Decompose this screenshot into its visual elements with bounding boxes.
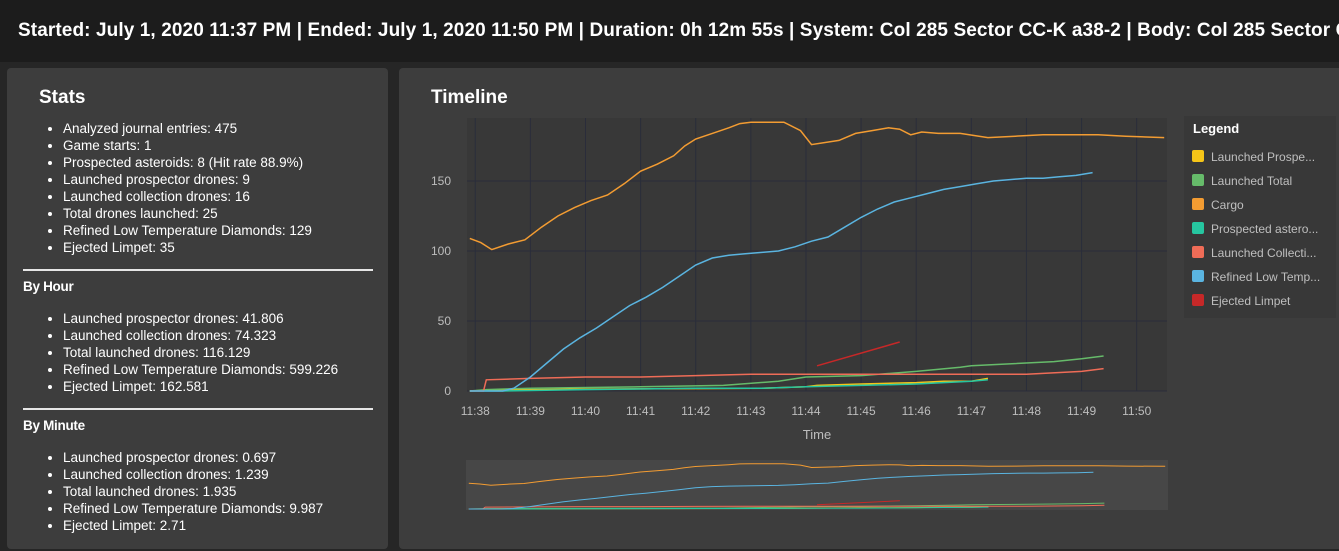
overview-series-line (468, 463, 1166, 486)
plot-area[interactable] (467, 118, 1167, 391)
by-hour-list: Launched prospector drones: 41.806 Launc… (45, 310, 338, 395)
by-hour-heading: By Hour (23, 279, 74, 294)
session-header-bar: Started: July 1, 2020 11:37 PM | Ended: … (0, 0, 1339, 62)
section-divider (23, 408, 373, 410)
by-minute-list: Launched prospector drones: 0.697 Launch… (45, 449, 323, 534)
legend-label[interactable]: Launched Collecti... (1211, 246, 1316, 260)
y-tick-label: 150 (431, 174, 451, 188)
series-lines (469, 121, 1165, 392)
stat-item: Launched prospector drones: 9 (63, 171, 312, 188)
legend-items[interactable]: Launched Prospe... Launched Total Cargo Pro… (1192, 150, 1320, 308)
x-tick-label: 11:38 (461, 404, 490, 418)
overview-series-line (468, 506, 989, 510)
x-tick-label: 11:42 (681, 404, 710, 418)
stat-item: Analyzed journal entries: 475 (63, 120, 312, 137)
overview-series-line (816, 500, 900, 506)
x-tick-label: 11:48 (1012, 404, 1041, 418)
x-tick-label: 11:40 (571, 404, 600, 418)
y-tick-label: 50 (438, 314, 452, 328)
legend-swatch[interactable] (1192, 222, 1204, 234)
legend-swatch[interactable] (1192, 174, 1204, 186)
legend-title: Legend (1193, 121, 1239, 136)
overview-lines (468, 463, 1166, 510)
legend-swatch[interactable] (1192, 246, 1204, 258)
stat-item: Launched prospector drones: 41.806 (63, 310, 338, 327)
section-divider (23, 269, 373, 271)
stat-item: Game starts: 1 (63, 137, 312, 154)
stat-item: Total launched drones: 1.935 (63, 483, 323, 500)
legend-swatch[interactable] (1192, 198, 1204, 210)
stat-item: Total drones launched: 25 (63, 205, 312, 222)
stats-title: Stats (39, 87, 86, 108)
timeline-title: Timeline (431, 87, 508, 108)
y-tick-label: 100 (431, 244, 451, 258)
stat-item: Launched collection drones: 1.239 (63, 466, 323, 483)
stat-item: Refined Low Temperature Diamonds: 129 (63, 222, 312, 239)
x-tick-label: 11:49 (1067, 404, 1096, 418)
x-axis-label: Time (803, 427, 831, 442)
stats-list: Analyzed journal entries: 475 Game start… (45, 120, 312, 256)
session-summary-text: Started: July 1, 2020 11:37 PM | Ended: … (18, 20, 1339, 41)
legend-swatch[interactable] (1192, 270, 1204, 282)
range-brush[interactable] (466, 460, 1168, 510)
stat-item: Launched collection drones: 16 (63, 188, 312, 205)
stat-item: Total launched drones: 116.129 (63, 344, 338, 361)
overview-series-line (468, 504, 1105, 510)
series-line (469, 171, 1093, 392)
legend-label[interactable]: Prospected astero... (1211, 222, 1318, 236)
x-tick-label: 11:47 (957, 404, 986, 418)
x-axis-ticks: 11:38 11:39 11:40 11:41 11:42 11:43 11:44 11:45… (461, 404, 1152, 418)
stat-item: Launched collection drones: 74.323 (63, 327, 338, 344)
legend-box (1184, 116, 1336, 318)
stat-item: Ejected Limpet: 35 (63, 239, 312, 256)
x-tick-label: 11:43 (736, 404, 765, 418)
series-line (469, 121, 1165, 251)
x-tick-label: 11:44 (791, 404, 820, 418)
series-line (469, 379, 988, 392)
stat-item: Ejected Limpet: 2.71 (63, 517, 323, 534)
x-tick-label: 11:45 (847, 404, 876, 418)
stat-item: Launched prospector drones: 0.697 (63, 449, 323, 466)
series-line (469, 367, 1104, 392)
legend-swatch[interactable] (1192, 150, 1204, 162)
stat-item: Ejected Limpet: 162.581 (63, 378, 338, 395)
stat-item: Prospected asteroids: 8 (Hit rate 88.9%) (63, 154, 312, 171)
overview-series-line (468, 471, 1094, 510)
stat-item: Refined Low Temperature Diamonds: 9.987 (63, 500, 323, 517)
legend-swatch[interactable] (1192, 294, 1204, 306)
y-tick-label: 0 (444, 384, 451, 398)
legend-label[interactable]: Cargo (1211, 198, 1244, 212)
x-tick-label: 11:39 (516, 404, 545, 418)
x-tick-label: 11:46 (902, 404, 931, 418)
legend-label[interactable]: Refined Low Temp... (1211, 270, 1320, 284)
y-axis-ticks: 0 50 100 150 (431, 174, 451, 398)
x-tick-label: 11:41 (626, 404, 655, 418)
series-line (469, 355, 1104, 392)
by-minute-heading: By Minute (23, 418, 85, 433)
series-line (816, 341, 900, 367)
legend-label[interactable]: Ejected Limpet (1211, 294, 1291, 308)
stat-item: Refined Low Temperature Diamonds: 599.22… (63, 361, 338, 378)
legend-label[interactable]: Launched Prospe... (1211, 150, 1315, 164)
stats-panel: Stats Analyzed journal entries: 475 Game… (7, 68, 388, 549)
legend-label[interactable]: Launched Total (1211, 174, 1292, 188)
x-tick-label: 11:50 (1122, 404, 1151, 418)
chart-grid (467, 118, 1167, 392)
